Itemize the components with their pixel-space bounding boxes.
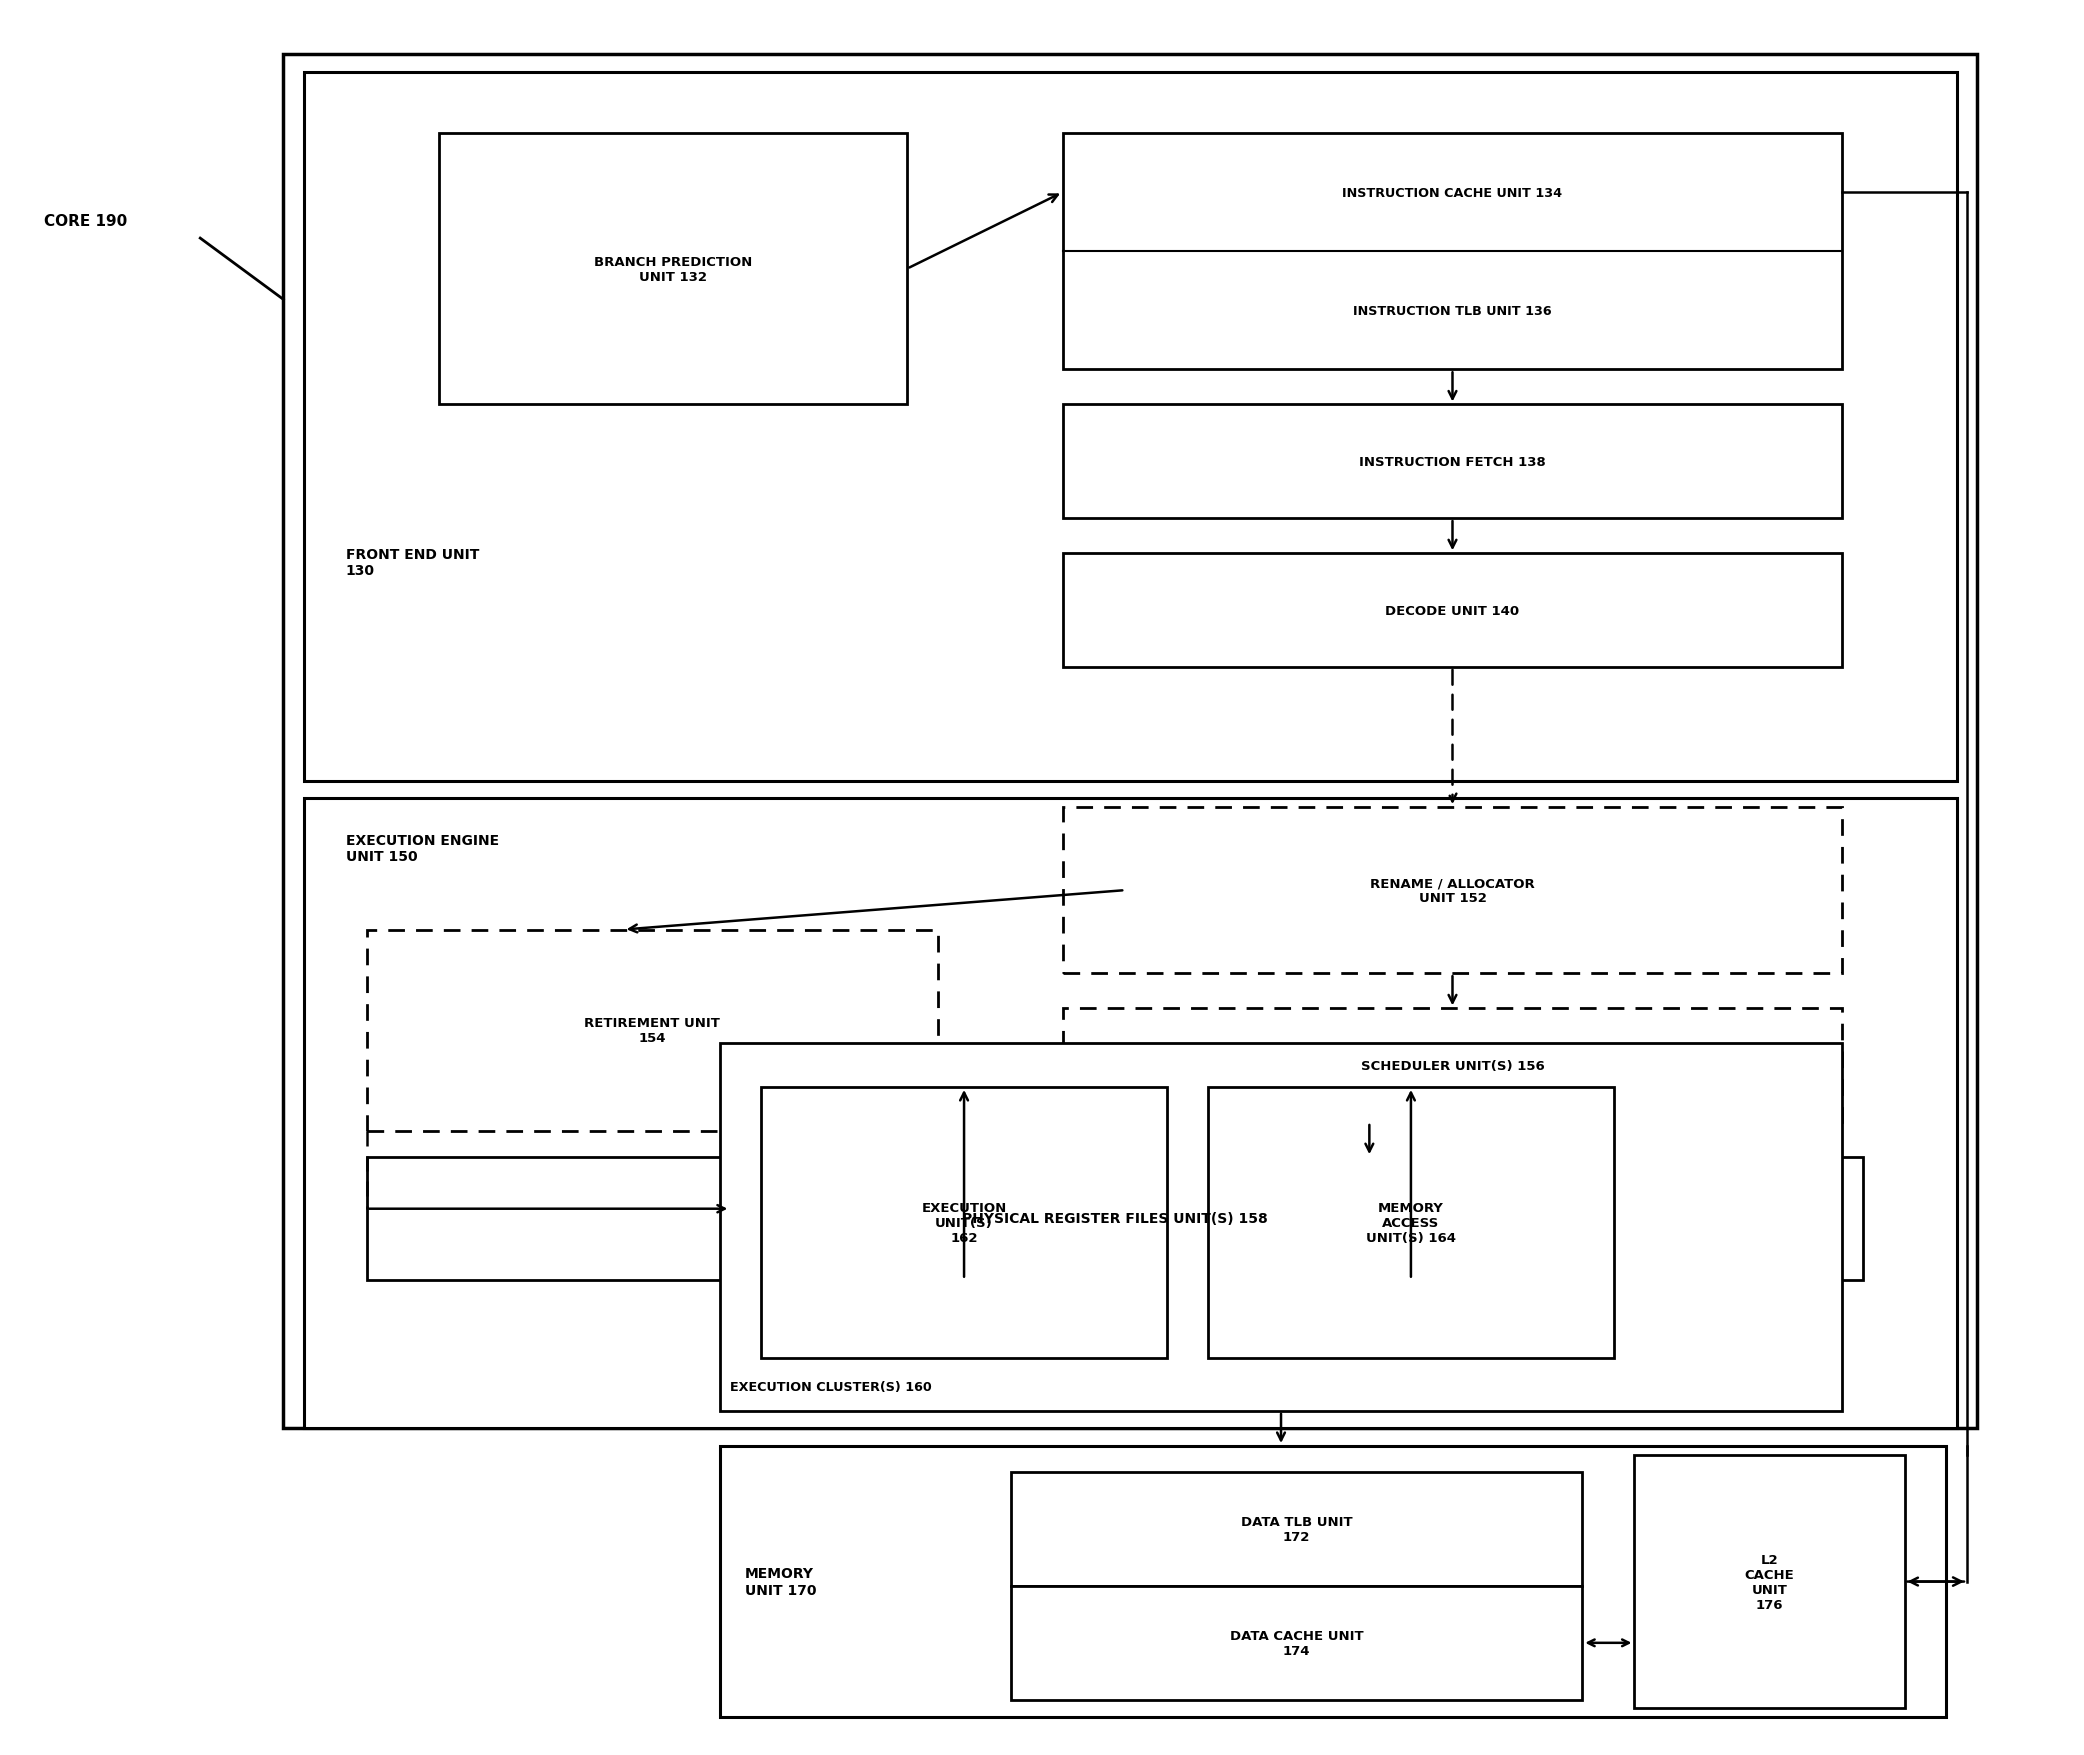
Bar	[1063, 555, 1842, 667]
Text: EXECUTION
UNIT(S)
162: EXECUTION UNIT(S) 162	[921, 1202, 1007, 1244]
Text: EXECUTION CLUSTER(S) 160: EXECUTION CLUSTER(S) 160	[729, 1381, 932, 1393]
Text: RENAME / ALLOCATOR
UNIT 152: RENAME / ALLOCATOR UNIT 152	[1369, 878, 1536, 904]
Bar	[1209, 1088, 1613, 1358]
Text: DATA TLB UNIT
172: DATA TLB UNIT 172	[1240, 1515, 1353, 1543]
Bar	[1063, 1009, 1842, 1123]
Bar	[1063, 405, 1842, 519]
Text: RETIREMENT UNIT
154: RETIREMENT UNIT 154	[584, 1016, 721, 1044]
Bar	[1063, 807, 1842, 974]
Bar	[761, 1088, 1167, 1358]
Bar	[719, 1044, 1842, 1411]
Bar	[367, 930, 938, 1132]
Text: DECODE UNIT 140: DECODE UNIT 140	[1386, 604, 1519, 618]
Text: BRANCH PREDICTION
UNIT 132: BRANCH PREDICTION UNIT 132	[594, 256, 752, 284]
Text: INSTRUCTION FETCH 138: INSTRUCTION FETCH 138	[1359, 456, 1546, 469]
Text: MEMORY
UNIT 170: MEMORY UNIT 170	[744, 1567, 817, 1597]
Text: INSTRUCTION TLB UNIT 136: INSTRUCTION TLB UNIT 136	[1353, 305, 1553, 318]
Bar	[1011, 1472, 1582, 1587]
Bar	[440, 133, 907, 405]
Bar	[304, 72, 1957, 781]
Text: FRONT END UNIT
130: FRONT END UNIT 130	[346, 548, 479, 577]
Text: L2
CACHE
UNIT
176: L2 CACHE UNIT 176	[1744, 1553, 1794, 1611]
Text: SCHEDULER UNIT(S) 156: SCHEDULER UNIT(S) 156	[1361, 1058, 1544, 1072]
Text: PHYSICAL REGISTER FILES UNIT(S) 158: PHYSICAL REGISTER FILES UNIT(S) 158	[963, 1211, 1267, 1225]
Bar	[367, 1157, 1863, 1279]
Bar	[1063, 133, 1842, 370]
Bar	[719, 1446, 1946, 1716]
Bar	[304, 799, 1957, 1429]
Text: CORE 190: CORE 190	[44, 214, 127, 228]
Text: MEMORY
ACCESS
UNIT(S) 164: MEMORY ACCESS UNIT(S) 164	[1365, 1202, 1457, 1244]
Text: INSTRUCTION CACHE UNIT 134: INSTRUCTION CACHE UNIT 134	[1342, 186, 1563, 200]
Text: EXECUTION ENGINE
UNIT 150: EXECUTION ENGINE UNIT 150	[346, 834, 498, 863]
Text: DATA CACHE UNIT
174: DATA CACHE UNIT 174	[1230, 1629, 1363, 1657]
Bar	[1011, 1587, 1582, 1701]
Bar	[1634, 1455, 1905, 1708]
Bar	[283, 54, 1978, 1429]
